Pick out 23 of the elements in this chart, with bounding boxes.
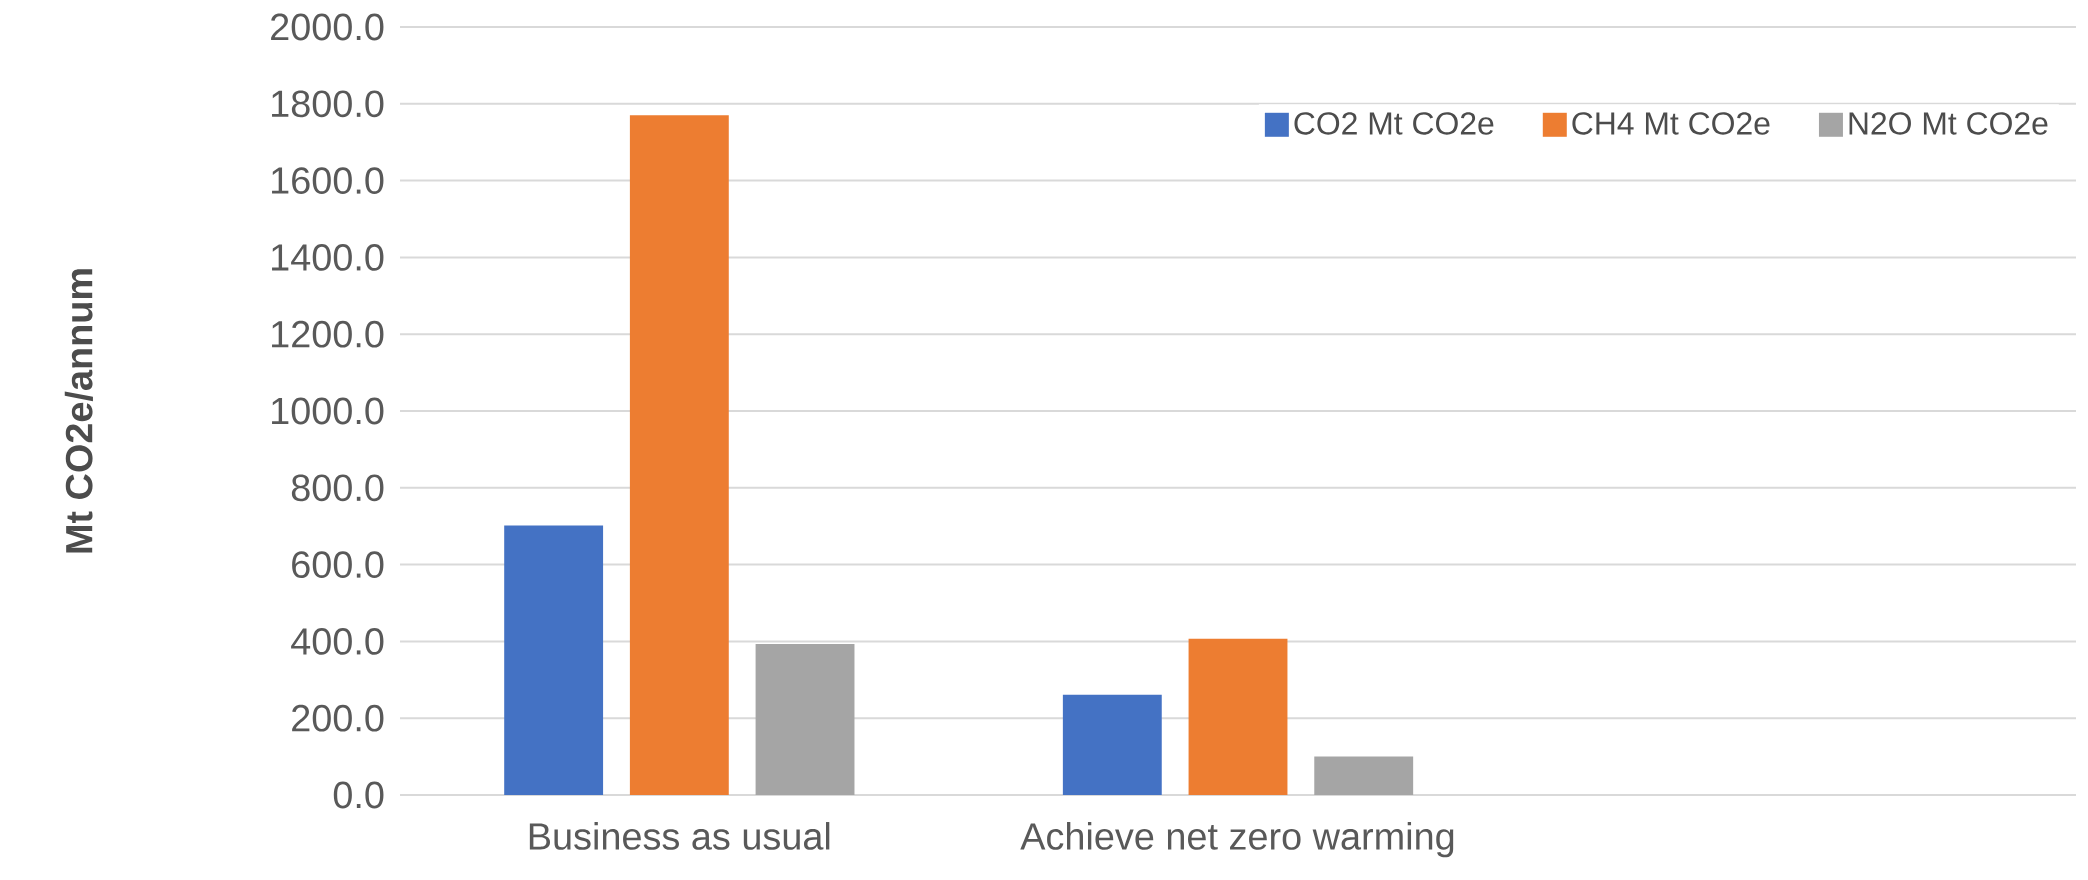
y-tick-label: 200.0 <box>292 704 384 732</box>
y-tick-label: 1200.0 <box>272 320 384 348</box>
bar <box>1188 638 1288 795</box>
bar <box>1314 756 1414 795</box>
x-tick-label: Achieve net zero warming <box>1020 822 1454 858</box>
bar <box>504 525 604 795</box>
y-tick-label: 0.0 <box>333 781 384 809</box>
y-tick-label: 1000.0 <box>272 397 384 425</box>
y-tick-label: 2000.0 <box>271 13 384 41</box>
bar <box>755 644 855 795</box>
y-tick-label: 600.0 <box>292 551 384 578</box>
legend-label: CH4 Mt CO2e <box>1572 112 1770 135</box>
y-tick-label: 400.0 <box>291 627 384 655</box>
legend-label: N2O Mt CO2e <box>1849 112 2048 135</box>
y-tick-label: 1800.0 <box>272 90 384 118</box>
bar <box>629 115 729 795</box>
legend-label: CO2 Mt CO2e <box>1294 112 1494 135</box>
y-tick-label: 1600.0 <box>272 167 384 194</box>
x-tick-label: Business as usual <box>529 822 830 850</box>
bar <box>1062 694 1162 795</box>
y-axis-title: Mt CO2e/annum <box>64 269 93 553</box>
y-tick-label: 1400.0 <box>272 243 384 271</box>
y-tick-label: 800.0 <box>291 474 384 502</box>
